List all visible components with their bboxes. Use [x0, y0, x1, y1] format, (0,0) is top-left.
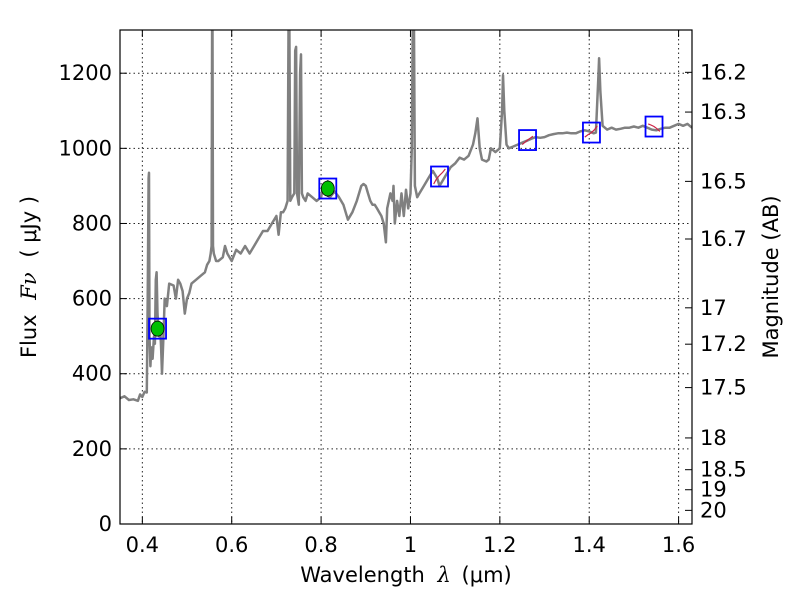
y-tick-label: 200 [72, 437, 112, 461]
box-marker [518, 129, 537, 151]
axes-ticks [120, 30, 692, 525]
y-tick-label: 800 [72, 211, 112, 235]
synthetic-segment [584, 125, 598, 138]
plot-frame [119, 29, 693, 525]
y-tick-label: 600 [72, 287, 112, 311]
mag-tick-label: 20 [700, 498, 727, 522]
y-axis-title-symbol: Fν [17, 272, 41, 301]
y-axis-title-text: Flux [17, 314, 41, 358]
y-tick-label: 0 [99, 512, 112, 536]
photometry-point [150, 320, 165, 337]
x-tick-label: 0.8 [304, 533, 337, 557]
mag-tick-label: 18 [700, 426, 727, 450]
box-marker [430, 165, 449, 188]
mag-tick-label: 19 [700, 478, 727, 502]
box-marker [148, 317, 167, 340]
photometry-point [320, 180, 335, 197]
x-axis-title-symbol: λ [437, 563, 451, 587]
mag-tick-label: 16.7 [700, 227, 747, 251]
mag-tick-label: 16.5 [700, 169, 747, 193]
x-axis-title-unit: (μm) [462, 563, 512, 587]
mag-tick-label: 18.5 [700, 458, 747, 482]
x-tick-label: 1.2 [483, 533, 516, 557]
synthetic-segment [433, 168, 446, 185]
y-tick-label: 400 [72, 362, 112, 386]
axis-labels: 0.4 0.6 0.8 1 1.2 1.4 1.6 0 200 400 600 800 1000 1200… [59, 60, 747, 557]
box-marker [582, 121, 601, 144]
mag-tick-label: 17.2 [700, 332, 747, 356]
mag-tick-label: 17 [700, 296, 727, 320]
x-tick-label: 0.6 [215, 533, 248, 557]
x-tick-label: 1.6 [662, 533, 695, 557]
mag-tick-label: 17.5 [700, 376, 747, 400]
y-axis-title-unit: ( μJy ) [17, 196, 41, 258]
x-tick-label: 1.4 [573, 533, 606, 557]
spectrum-line [120, 30, 692, 403]
synthetic-segment [647, 123, 661, 132]
plot-area [120, 30, 692, 403]
right-axis-title: Magnitude (AB) [759, 195, 783, 358]
x-axis-title: Wavelength λ (μm) [300, 563, 511, 587]
mag-tick-label: 16.3 [700, 100, 747, 124]
x-tick-label: 0.4 [126, 533, 159, 557]
y-tick-label: 1000 [59, 136, 112, 160]
x-tick-label: 1 [404, 533, 417, 557]
box-marker [318, 177, 338, 200]
x-axis-title-text: Wavelength [300, 563, 425, 587]
y-axis-title: Flux Fν ( μJy ) [17, 196, 41, 358]
y-tick-label: 1200 [59, 61, 112, 85]
mag-tick-label: 16.2 [700, 60, 747, 84]
grid [120, 30, 692, 525]
synthetic-segment [521, 135, 534, 146]
box-marker [644, 115, 664, 138]
